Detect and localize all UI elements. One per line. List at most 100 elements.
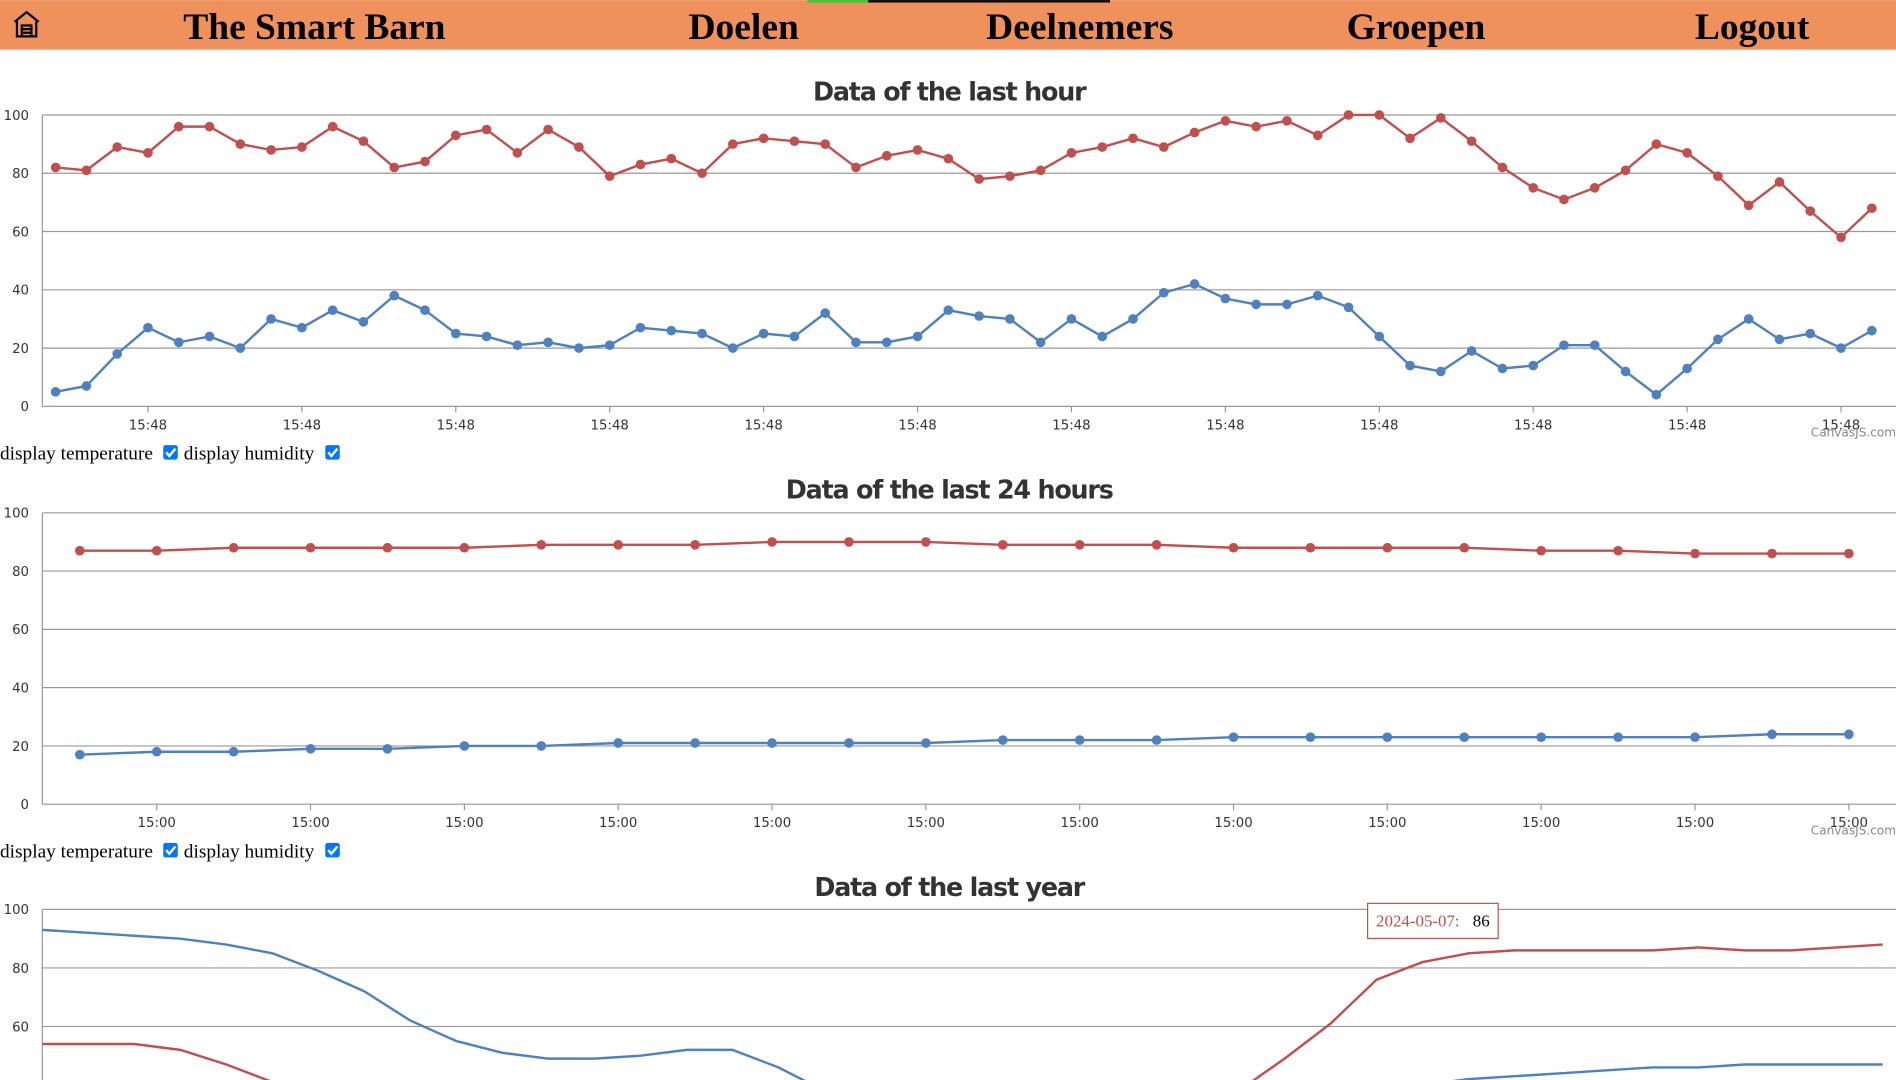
data-point xyxy=(1436,366,1446,377)
data-point xyxy=(1690,732,1700,743)
y-tick-label: 20 xyxy=(12,342,29,357)
nav-link[interactable]: Doelen xyxy=(688,7,798,48)
data-point xyxy=(1497,363,1508,374)
y-tick-label: 60 xyxy=(12,225,29,240)
data-point xyxy=(974,311,984,321)
data-point xyxy=(1151,735,1162,745)
toggle-label: display humidity xyxy=(184,444,315,465)
data-point xyxy=(481,331,492,342)
data-point xyxy=(1312,290,1323,301)
data-point xyxy=(1651,389,1662,400)
data-point xyxy=(1866,325,1877,336)
data-point xyxy=(1005,314,1015,324)
data-point xyxy=(1459,732,1470,743)
nav-accent xyxy=(807,0,869,3)
y-tick-label: 40 xyxy=(12,1079,29,1080)
toggle-checkbox[interactable] xyxy=(325,445,340,460)
y-tick-label: 60 xyxy=(12,623,29,638)
data-point xyxy=(820,308,831,318)
x-tick-label: 15:48 xyxy=(1668,418,1706,433)
tooltip-value: 86 xyxy=(1473,911,1490,930)
data-point xyxy=(1220,293,1231,304)
data-point xyxy=(1074,540,1085,550)
data-point xyxy=(789,331,800,342)
y-tick-label: 80 xyxy=(12,167,29,182)
data-point xyxy=(1128,314,1138,324)
data-point xyxy=(881,150,892,161)
data-point xyxy=(1282,115,1292,126)
nav-link[interactable]: Deelnemers xyxy=(986,7,1173,48)
series-line xyxy=(79,733,1849,756)
data-point xyxy=(728,343,738,353)
data-point xyxy=(266,145,276,155)
data-point xyxy=(50,162,61,173)
data-point xyxy=(820,139,831,149)
data-point xyxy=(1536,732,1547,743)
data-point xyxy=(1844,548,1854,559)
data-point xyxy=(844,537,854,547)
toggle-checkbox[interactable] xyxy=(325,842,340,858)
data-point xyxy=(844,738,854,748)
data-point xyxy=(74,545,85,556)
data-point xyxy=(1074,735,1085,745)
series-line xyxy=(79,540,1849,555)
data-point xyxy=(1767,729,1777,740)
toggle-checkbox[interactable] xyxy=(163,445,178,460)
nav-accent xyxy=(868,0,1111,3)
data-point xyxy=(450,328,461,339)
nav-link[interactable]: Logout xyxy=(1695,7,1810,48)
data-point xyxy=(758,133,769,144)
data-point xyxy=(997,540,1008,550)
data-point xyxy=(1774,177,1785,187)
data-point xyxy=(758,328,769,339)
series-line xyxy=(42,928,1883,1080)
y-tick-label: 80 xyxy=(12,565,29,580)
nav-link[interactable]: Groepen xyxy=(1347,7,1486,48)
data-point xyxy=(1097,331,1108,342)
x-tick-label: 15:48 xyxy=(1514,418,1552,433)
data-point xyxy=(574,343,584,353)
data-point xyxy=(1536,545,1547,556)
credit: CanvasJS.com xyxy=(1811,823,1896,837)
data-point xyxy=(1158,287,1169,298)
data-point xyxy=(1005,171,1015,182)
data-point xyxy=(543,124,553,135)
data-point xyxy=(389,162,400,173)
data-point xyxy=(228,542,239,553)
x-tick-label: 15:48 xyxy=(283,418,321,433)
toggle-checkbox[interactable] xyxy=(163,842,178,858)
data-point xyxy=(974,174,984,184)
data-point xyxy=(1312,130,1323,141)
home-icon[interactable] xyxy=(13,10,40,38)
x-tick-label: 15:00 xyxy=(907,816,945,831)
data-point xyxy=(921,537,931,547)
data-point xyxy=(1305,732,1316,743)
y-tick-label: 0 xyxy=(21,798,29,813)
data-point xyxy=(1405,133,1415,144)
x-tick-label: 15:48 xyxy=(129,418,167,433)
data-point xyxy=(1805,206,1816,216)
x-tick-label: 15:00 xyxy=(445,816,483,831)
data-point xyxy=(1251,299,1261,310)
series-line xyxy=(55,113,1873,239)
data-point xyxy=(173,337,184,348)
data-point xyxy=(235,343,246,353)
data-point xyxy=(912,145,923,155)
data-point xyxy=(151,746,162,757)
checkbox-check xyxy=(165,447,177,458)
y-tick-label: 60 xyxy=(12,1020,29,1035)
nav-brand[interactable]: The Smart Barn xyxy=(183,7,445,48)
data-point xyxy=(1651,139,1662,149)
data-point xyxy=(912,331,923,342)
data-point xyxy=(1690,548,1700,559)
data-point xyxy=(74,749,85,760)
data-point xyxy=(1743,200,1754,211)
chart-title: Data of the last 24 hours xyxy=(786,474,1113,504)
x-tick-label: 15:00 xyxy=(1676,816,1714,831)
x-tick-label: 15:48 xyxy=(591,418,629,433)
data-point xyxy=(666,325,677,336)
data-point xyxy=(1682,363,1692,374)
x-tick-label: 15:00 xyxy=(1522,816,1560,831)
checkbox-box xyxy=(325,445,340,460)
